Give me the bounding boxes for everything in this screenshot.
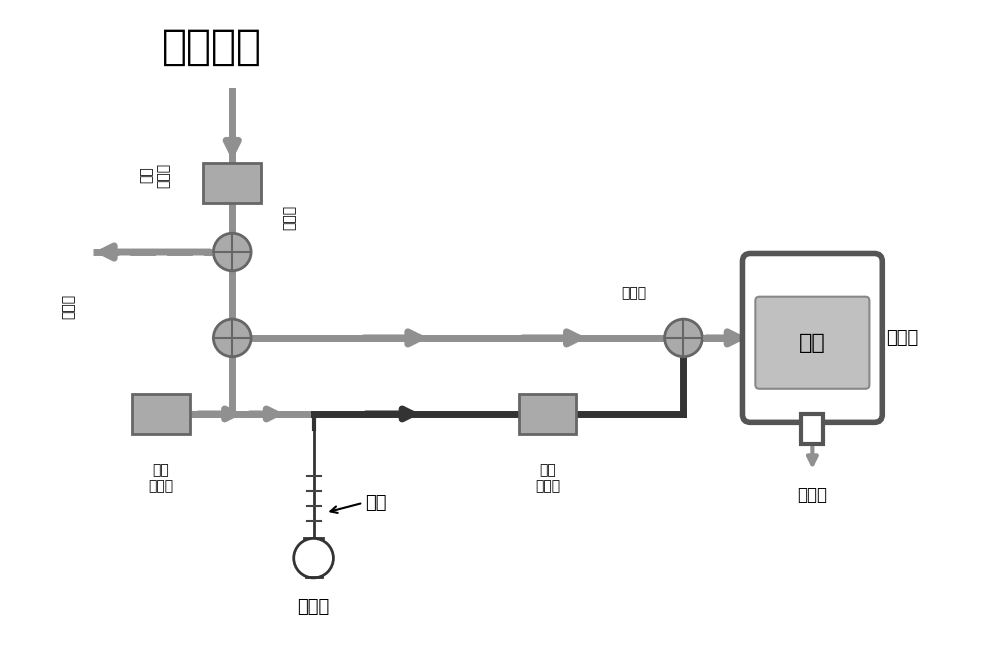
Circle shape bbox=[213, 233, 251, 271]
Text: 三通阀: 三通阀 bbox=[621, 286, 646, 300]
Text: 样品仓: 样品仓 bbox=[886, 329, 919, 347]
FancyBboxPatch shape bbox=[132, 394, 190, 434]
FancyBboxPatch shape bbox=[755, 297, 869, 389]
Text: 样品: 样品 bbox=[799, 333, 826, 353]
Text: 流量
控制计: 流量 控制计 bbox=[535, 463, 560, 493]
Text: 洗气瓶: 洗气瓶 bbox=[297, 599, 330, 617]
Circle shape bbox=[294, 538, 333, 578]
Circle shape bbox=[665, 319, 702, 357]
Text: 三通阀: 三通阀 bbox=[283, 205, 297, 230]
Text: 排气口: 排气口 bbox=[797, 485, 827, 503]
Text: 三通阀: 三通阀 bbox=[62, 294, 76, 319]
FancyBboxPatch shape bbox=[519, 394, 576, 434]
FancyBboxPatch shape bbox=[742, 253, 882, 422]
Text: 流量
控制计: 流量 控制计 bbox=[148, 463, 173, 493]
Text: 干燥氮气: 干燥氮气 bbox=[162, 26, 262, 68]
Circle shape bbox=[213, 319, 251, 357]
FancyBboxPatch shape bbox=[801, 414, 823, 444]
FancyBboxPatch shape bbox=[203, 163, 261, 203]
Text: 乙醇: 乙醇 bbox=[365, 494, 387, 512]
Text: 流量
控制计: 流量 控制计 bbox=[140, 162, 170, 188]
